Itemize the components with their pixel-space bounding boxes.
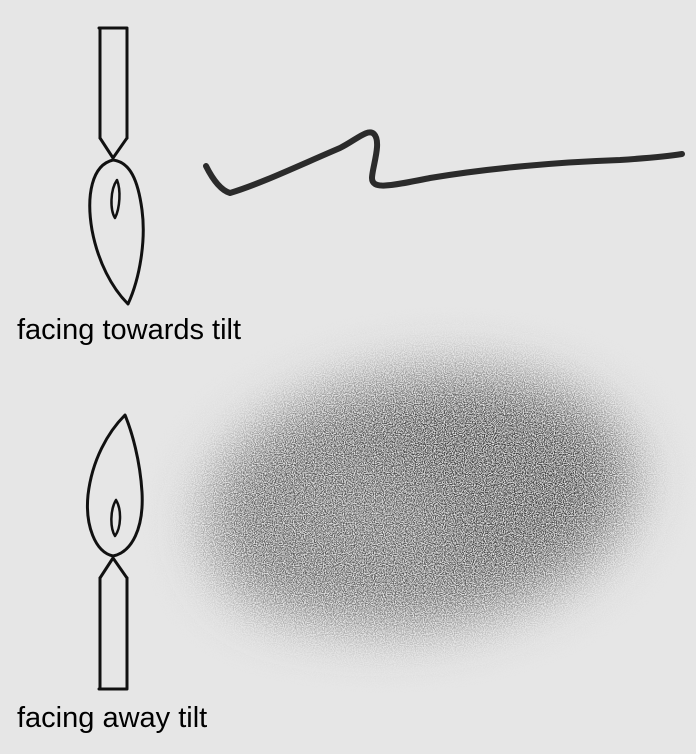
caption-facing-away-tilt: facing away tilt xyxy=(17,702,208,734)
pencil-tip-down-icon xyxy=(88,26,145,306)
tilt-stroke-line xyxy=(203,129,685,196)
pencil-tip-up-icon xyxy=(85,413,144,691)
tilt-shading-area xyxy=(206,372,634,628)
caption-facing-towards-tilt: facing towards tilt xyxy=(17,314,242,346)
